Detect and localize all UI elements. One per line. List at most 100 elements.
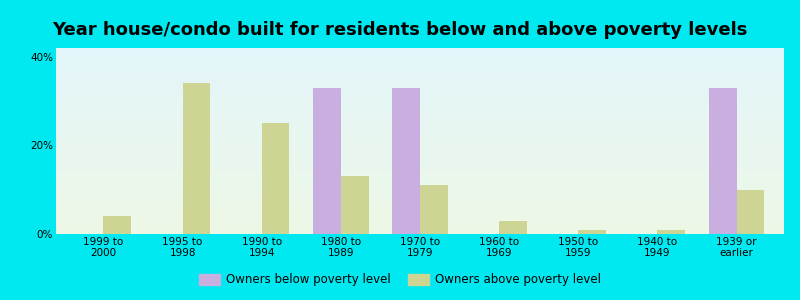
- Bar: [56, 69, 784, 70]
- Bar: [56, 128, 784, 129]
- Bar: [56, 220, 784, 221]
- Bar: [56, 74, 784, 75]
- Bar: [56, 71, 784, 72]
- Bar: [56, 48, 784, 49]
- Bar: [56, 231, 784, 232]
- Bar: [56, 122, 784, 123]
- Bar: [56, 135, 784, 136]
- Bar: [709, 88, 737, 234]
- Bar: [56, 75, 784, 76]
- Bar: [56, 191, 784, 192]
- Bar: [56, 224, 784, 225]
- Bar: [56, 88, 784, 89]
- Bar: [56, 61, 784, 62]
- Bar: [420, 185, 448, 234]
- Bar: [56, 131, 784, 132]
- Bar: [56, 114, 784, 115]
- Bar: [56, 72, 784, 73]
- Bar: [56, 49, 784, 50]
- Bar: [56, 217, 784, 218]
- Bar: [56, 112, 784, 113]
- Bar: [56, 193, 784, 194]
- Bar: [737, 190, 764, 234]
- Bar: [56, 90, 784, 91]
- Bar: [56, 141, 784, 142]
- Bar: [658, 230, 685, 234]
- Bar: [56, 91, 784, 92]
- Bar: [56, 179, 784, 180]
- Bar: [56, 103, 784, 104]
- Bar: [56, 137, 784, 138]
- Bar: [56, 84, 784, 85]
- Bar: [56, 166, 784, 167]
- Bar: [56, 97, 784, 98]
- Bar: [56, 66, 784, 67]
- Bar: [56, 140, 784, 141]
- Bar: [56, 62, 784, 63]
- Bar: [56, 216, 784, 217]
- Bar: [56, 133, 784, 134]
- Bar: [56, 145, 784, 146]
- Bar: [56, 212, 784, 213]
- Bar: [56, 233, 784, 234]
- Bar: [56, 100, 784, 101]
- Bar: [499, 221, 527, 234]
- Bar: [56, 98, 784, 99]
- Bar: [56, 153, 784, 154]
- Legend: Owners below poverty level, Owners above poverty level: Owners below poverty level, Owners above…: [194, 269, 606, 291]
- Bar: [56, 194, 784, 195]
- Bar: [56, 149, 784, 150]
- Bar: [56, 177, 784, 178]
- Bar: [56, 80, 784, 81]
- Bar: [56, 58, 784, 59]
- Bar: [56, 205, 784, 206]
- Bar: [56, 108, 784, 110]
- Bar: [56, 120, 784, 121]
- Bar: [56, 229, 784, 230]
- Bar: [56, 169, 784, 170]
- Bar: [56, 158, 784, 159]
- Bar: [56, 186, 784, 187]
- Bar: [56, 77, 784, 78]
- Bar: [56, 154, 784, 155]
- Bar: [56, 70, 784, 71]
- Bar: [56, 113, 784, 114]
- Bar: [56, 227, 784, 228]
- Bar: [56, 64, 784, 65]
- Bar: [56, 188, 784, 189]
- Bar: [56, 213, 784, 214]
- Bar: [56, 124, 784, 125]
- Bar: [182, 83, 210, 234]
- Bar: [56, 208, 784, 209]
- Bar: [56, 165, 784, 166]
- Bar: [56, 50, 784, 51]
- Bar: [56, 56, 784, 57]
- Bar: [56, 130, 784, 131]
- Bar: [56, 232, 784, 233]
- Bar: [56, 121, 784, 122]
- Bar: [56, 125, 784, 126]
- Bar: [56, 57, 784, 58]
- Bar: [56, 196, 784, 197]
- Bar: [56, 207, 784, 208]
- Bar: [56, 102, 784, 103]
- Bar: [56, 82, 784, 83]
- Bar: [56, 218, 784, 219]
- Bar: [56, 187, 784, 188]
- Bar: [56, 106, 784, 107]
- Bar: [56, 219, 784, 220]
- Bar: [56, 159, 784, 160]
- Bar: [56, 67, 784, 68]
- Bar: [56, 156, 784, 157]
- Bar: [56, 115, 784, 116]
- Bar: [56, 111, 784, 112]
- Bar: [56, 143, 784, 144]
- Bar: [56, 222, 784, 223]
- Bar: [56, 192, 784, 193]
- Bar: [56, 230, 784, 231]
- Bar: [56, 162, 784, 163]
- Bar: [56, 83, 784, 84]
- Bar: [56, 110, 784, 111]
- Bar: [56, 164, 784, 165]
- Bar: [56, 160, 784, 161]
